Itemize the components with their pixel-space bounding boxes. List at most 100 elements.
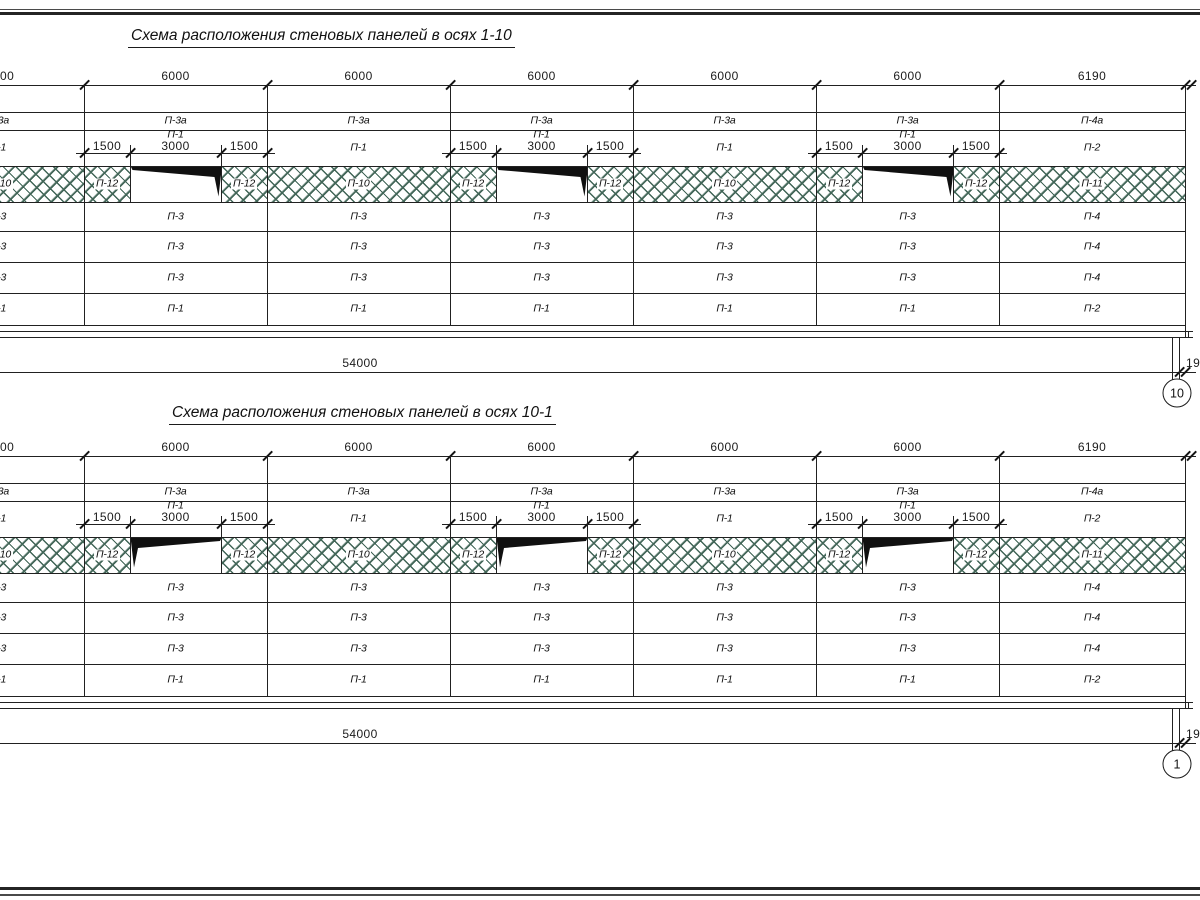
bay-dim-label: 6000 bbox=[710, 440, 739, 454]
window-jamb-line bbox=[496, 166, 497, 203]
panel-label: П-3 bbox=[350, 581, 367, 593]
extension-line bbox=[953, 516, 954, 537]
slope-mark-icon bbox=[130, 167, 221, 197]
panel-label: П-1 bbox=[167, 499, 184, 512]
bay-dim-label: 6000 bbox=[893, 69, 922, 83]
slope-mark-icon bbox=[862, 538, 953, 568]
panel-label: П-3 bbox=[533, 611, 550, 623]
panel-label: П-1 bbox=[533, 128, 550, 141]
overall-dim-label: 54000 bbox=[342, 727, 378, 741]
panel-label: П-3а bbox=[896, 114, 919, 127]
bay-dim-label: 6000 bbox=[161, 440, 190, 454]
window-dim-label: 1500 bbox=[961, 139, 991, 153]
panel-label: П-4 bbox=[1083, 611, 1101, 623]
panel-label: П-11 bbox=[1079, 548, 1105, 561]
window-dim-label: 1500 bbox=[458, 510, 488, 524]
window-jamb-line bbox=[130, 166, 131, 203]
panel-label: П-3а bbox=[0, 114, 9, 127]
panel-label: П-2 bbox=[1083, 673, 1101, 686]
column-grid-line bbox=[84, 85, 85, 325]
top-dim-line bbox=[0, 456, 1196, 457]
frame-line-top-thin bbox=[0, 9, 1200, 10]
window-dim-label: 3000 bbox=[527, 510, 556, 524]
panel-label: П-1 bbox=[350, 673, 367, 686]
plinth-edge-line bbox=[1188, 702, 1189, 709]
diagram2-title: Схема расположения стеновых панелей в ос… bbox=[169, 404, 556, 425]
column-grid-line bbox=[816, 85, 817, 325]
bay-dim-label: 6000 bbox=[161, 69, 190, 83]
panel-label: П-3 bbox=[899, 642, 916, 654]
sub-dim-line bbox=[808, 153, 1007, 154]
sub-dim-line bbox=[808, 524, 1007, 525]
panel-label: П-3 bbox=[0, 642, 7, 654]
slope-mark-icon bbox=[496, 538, 587, 568]
diagram1-title: Схема расположения стеновых панелей в ос… bbox=[128, 27, 515, 48]
extension-line bbox=[221, 516, 222, 537]
axis-leader-line bbox=[1179, 337, 1180, 380]
window-dim-label: 1500 bbox=[92, 139, 122, 153]
panel-label: П-1 bbox=[0, 512, 7, 525]
panel-label: П-3а bbox=[164, 114, 187, 127]
panel-label: П-3 bbox=[899, 271, 916, 283]
window-jamb-line bbox=[862, 166, 863, 203]
row-line bbox=[0, 293, 1185, 294]
extension-line bbox=[496, 516, 497, 537]
column-grid-line bbox=[450, 456, 451, 696]
bay-dim-label: 6000 bbox=[893, 440, 922, 454]
hatch-band bbox=[0, 537, 84, 573]
column-grid-line bbox=[450, 85, 451, 325]
bay-dim-label: 6190 bbox=[1077, 69, 1107, 83]
panel-label: П-3а bbox=[347, 485, 370, 498]
row-line bbox=[0, 501, 1185, 502]
bay-dim-label: 6000 bbox=[344, 440, 373, 454]
row-line bbox=[0, 483, 1185, 484]
panel-label: П-3а bbox=[896, 485, 919, 498]
extension-line bbox=[953, 145, 954, 166]
panel-label: П-3 bbox=[350, 210, 367, 222]
row-line bbox=[0, 262, 1185, 263]
row-line bbox=[0, 231, 1185, 232]
bay-dim-label: 6190 bbox=[1077, 440, 1107, 454]
plinth-line bbox=[0, 337, 1193, 338]
panel-label: П-1 bbox=[716, 673, 733, 686]
column-grid-line bbox=[633, 85, 634, 325]
panel-label: П-11 bbox=[1079, 177, 1105, 190]
panel-label: П-12 bbox=[963, 548, 989, 561]
window-dim-label: 1500 bbox=[229, 139, 259, 153]
sub-dim-line bbox=[442, 524, 641, 525]
plinth-line bbox=[0, 708, 1193, 709]
sub-dim-line bbox=[76, 524, 275, 525]
panel-label: П-1 bbox=[350, 302, 367, 315]
window-dim-label: 3000 bbox=[893, 139, 922, 153]
panel-label: П-2 bbox=[1083, 302, 1101, 315]
panel-label: П-3 bbox=[533, 240, 550, 252]
panel-label: П-3 bbox=[0, 581, 7, 593]
panel-label: П-3 bbox=[0, 271, 7, 283]
row-line bbox=[0, 202, 1185, 203]
panel-label: П-3а bbox=[713, 114, 736, 127]
panel-label: П-4 bbox=[1083, 210, 1101, 222]
row-line bbox=[0, 130, 1185, 131]
panel-label: П-3а bbox=[347, 114, 370, 127]
panel-label: П-3 bbox=[167, 581, 184, 593]
panel-label: П-3 bbox=[350, 611, 367, 623]
slope-mark-icon bbox=[130, 538, 221, 568]
extension-line bbox=[587, 516, 588, 537]
window-dim-label: 1500 bbox=[458, 139, 488, 153]
panel-label: П-4а bbox=[1081, 485, 1103, 498]
panel-label: П-3а bbox=[530, 485, 553, 498]
slope-mark-icon bbox=[496, 167, 587, 197]
frame-line-top-thick bbox=[0, 12, 1200, 15]
column-grid-line bbox=[1185, 85, 1186, 325]
frame-line-bottom-thick bbox=[0, 887, 1200, 890]
panel-label: П-3 bbox=[899, 240, 916, 252]
extension-line bbox=[862, 145, 863, 166]
axis-leader-line bbox=[1172, 708, 1173, 751]
window-dim-label: 1500 bbox=[229, 510, 259, 524]
window-dim-label: 3000 bbox=[893, 510, 922, 524]
panel-label: П-12 bbox=[826, 548, 852, 561]
panel-label: П-4 bbox=[1083, 581, 1101, 593]
panel-label: П-10 bbox=[711, 548, 738, 561]
panel-label: П-1 bbox=[350, 512, 367, 525]
